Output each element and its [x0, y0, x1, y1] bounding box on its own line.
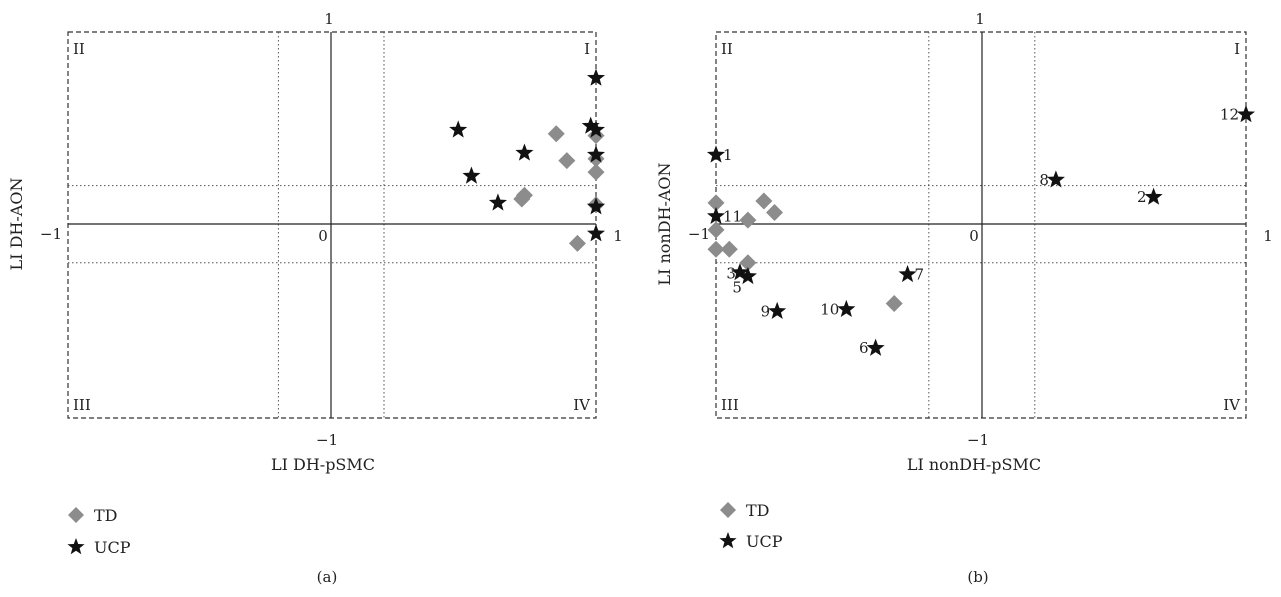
point-label-9: 9 [761, 302, 771, 320]
td-point-5 [755, 192, 773, 210]
ucp-point-8 [586, 197, 606, 215]
tick-label-top: 1 [975, 10, 985, 28]
tick-label-bottom: −1 [316, 431, 338, 449]
ucp-point-2 [581, 116, 600, 134]
tick-label-left: −1 [40, 225, 62, 243]
legend-label-ucp: UCP [94, 538, 131, 557]
y-axis-title: LI nonDH-AON [655, 162, 674, 285]
legend-td-diamond-icon [720, 502, 736, 518]
quadrant-label-iii: III [721, 396, 739, 414]
ucp-point-11 [706, 206, 726, 225]
ucp-point-5 [738, 266, 757, 285]
ucp-point-5 [586, 145, 606, 163]
quadrant-label-ii: II [721, 40, 733, 58]
plot-border [715, 31, 1247, 419]
td-point-4 [739, 211, 757, 229]
quadrant-label-iv: IV [573, 396, 591, 414]
td-point-0 [707, 194, 725, 212]
y-axis-title: LI DH-AON [7, 178, 26, 271]
ucp-point-7 [488, 193, 507, 211]
quadrant-label-iii: III [73, 396, 91, 414]
ucp-point-9 [586, 224, 606, 242]
td-point-0 [547, 125, 565, 143]
point-label-6: 6 [859, 339, 869, 357]
td-point-6 [766, 203, 784, 221]
td-point-1 [707, 221, 725, 239]
td-point-1 [558, 152, 576, 170]
point-label-11: 11 [723, 207, 742, 225]
td-point-7 [739, 254, 757, 272]
td-point-7 [587, 163, 605, 181]
legend-td-diamond-icon [68, 507, 84, 523]
td-point-8 [885, 295, 903, 313]
panel-label: (a) [317, 568, 338, 586]
ucp-point-6 [462, 166, 481, 184]
ucp-point-1 [449, 120, 468, 138]
point-label-10: 10 [820, 300, 839, 318]
td-point-5 [587, 127, 605, 145]
td-point-2 [707, 240, 725, 258]
ucp-point-8 [1046, 170, 1065, 188]
ucp-point-1 [706, 145, 726, 163]
point-label-12: 12 [1220, 106, 1239, 124]
tick-label-right: 1 [613, 227, 623, 245]
quadrant-label-ii: II [73, 40, 85, 58]
point-label-2: 2 [1137, 188, 1147, 206]
tick-label-right: 1 [1263, 227, 1273, 245]
legend-label-td: TD [746, 501, 770, 520]
legend-ucp-star-icon [67, 538, 85, 555]
tick-label-origin: 0 [969, 227, 979, 245]
ucp-point-6 [866, 338, 885, 356]
tick-label-origin: 0 [318, 227, 328, 245]
ucp-point-9 [768, 301, 787, 319]
td-point-4 [568, 234, 586, 252]
ucp-point-4 [515, 143, 534, 161]
ucp-point-0 [586, 68, 606, 86]
quadrant-label-i: I [1234, 40, 1240, 58]
legend-label-td: TD [94, 506, 118, 525]
ucp-point-2 [1144, 187, 1163, 205]
tick-label-top: 1 [324, 10, 334, 28]
ucp-point-3 [586, 120, 606, 138]
legend-ucp-star-icon [719, 532, 737, 549]
x-axis-title: LI nonDH-pSMC [907, 455, 1041, 474]
td-point-3 [720, 240, 738, 258]
point-label-5: 5 [732, 278, 742, 296]
point-label-8: 8 [1039, 171, 1049, 189]
legend-label-ucp: UCP [746, 532, 783, 551]
point-label-1: 1 [723, 146, 733, 164]
plot-border [67, 31, 597, 419]
ucp-point-10 [837, 299, 856, 318]
td-point-3 [513, 190, 531, 208]
quadrant-label-i: I [584, 40, 590, 58]
panel-label: (b) [967, 568, 988, 586]
quadrant-label-iv: IV [1223, 396, 1241, 414]
x-axis-title: LI DH-pSMC [271, 455, 375, 474]
ucp-point-7 [898, 264, 917, 283]
tick-label-left: −1 [688, 225, 710, 243]
point-label-3: 3 [726, 265, 736, 283]
ucp-point-3 [730, 263, 749, 281]
ucp-point-12 [1236, 105, 1256, 123]
point-label-7: 7 [915, 265, 925, 283]
tick-label-bottom: −1 [967, 431, 989, 449]
